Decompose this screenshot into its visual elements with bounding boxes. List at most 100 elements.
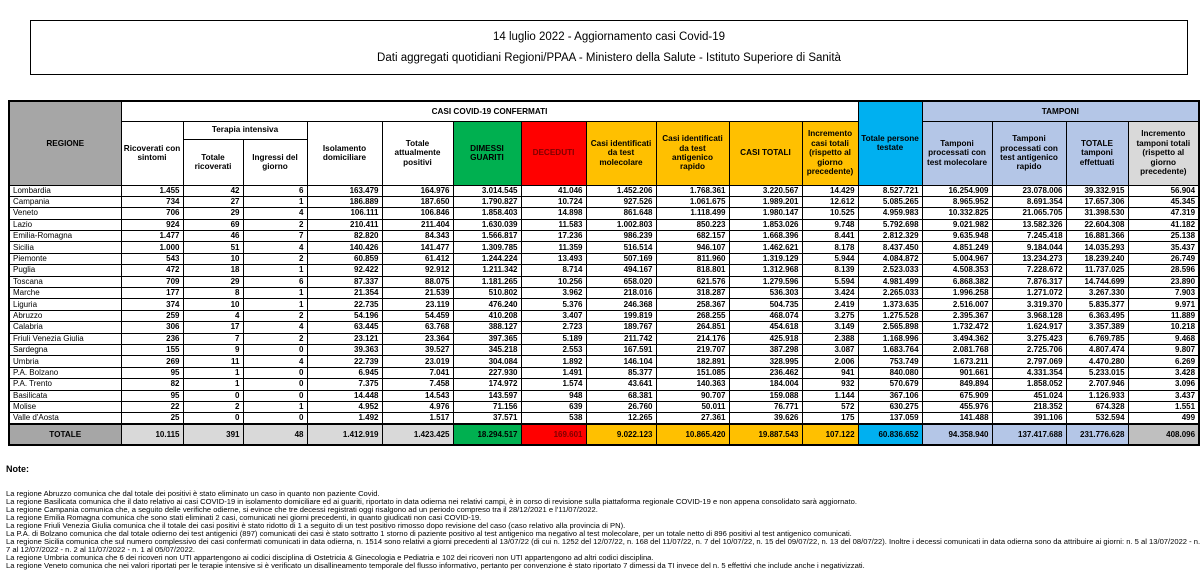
value-cell: 246.368 xyxy=(585,298,657,311)
value-cell: 199.819 xyxy=(585,309,657,323)
value-cell: 14.429 xyxy=(801,184,859,197)
value-cell: 3.096 xyxy=(1127,378,1200,391)
value-cell: 510.802 xyxy=(452,286,522,300)
region-name: Umbria xyxy=(8,355,122,368)
value-cell: 3.087 xyxy=(801,343,859,357)
value-cell: 90.707 xyxy=(655,389,730,402)
value-cell: 87.337 xyxy=(306,275,383,289)
value-cell: 8.441 xyxy=(801,230,859,243)
totals-value-cell: 137.417.688 xyxy=(991,423,1067,446)
col-header-dimessi-guariti: DIMESSI GUARITI xyxy=(452,120,522,186)
value-cell: 2.707.946 xyxy=(1065,378,1129,391)
value-cell: 3.407 xyxy=(520,309,587,323)
value-cell: 504.735 xyxy=(728,298,803,311)
value-cell: 1.455 xyxy=(120,184,184,197)
value-cell: 1.492 xyxy=(306,412,383,425)
totals-label: TOTALE xyxy=(8,423,122,446)
value-cell: 454.618 xyxy=(728,321,803,334)
value-cell: 811.960 xyxy=(655,252,730,266)
value-cell: 177 xyxy=(120,286,184,300)
value-cell: 4.807.474 xyxy=(1065,343,1129,357)
value-cell: 1 xyxy=(182,366,244,380)
value-cell: 6.769.785 xyxy=(1065,332,1129,345)
note-line: La regione Umbria comunica che 6 dei ric… xyxy=(6,553,654,563)
region-name: Lombardia xyxy=(8,184,122,197)
value-cell: 538 xyxy=(520,412,587,425)
value-cell: 35.437 xyxy=(1127,241,1200,254)
value-cell: 472 xyxy=(120,264,184,277)
value-cell: 328.995 xyxy=(728,355,803,368)
value-cell: 8.965.952 xyxy=(921,195,993,209)
col-header-deceduti: DECEDUTI xyxy=(520,120,587,186)
value-cell: 18 xyxy=(182,264,244,277)
value-cell: 269 xyxy=(120,355,184,368)
value-cell: 29 xyxy=(182,207,244,220)
value-cell: 7.041 xyxy=(381,366,454,380)
value-cell: 391.106 xyxy=(991,412,1067,425)
value-cell: 8.527.721 xyxy=(857,184,923,197)
value-cell: 3.267.330 xyxy=(1065,286,1129,300)
value-cell: 499 xyxy=(1127,412,1200,425)
value-cell: 140.426 xyxy=(306,241,383,254)
value-cell: 2.523.033 xyxy=(857,264,923,277)
value-cell: 536.303 xyxy=(728,286,803,300)
value-cell: 1.668.396 xyxy=(728,230,803,243)
value-cell: 1.491 xyxy=(520,366,587,380)
value-cell: 1.373.635 xyxy=(857,298,923,311)
value-cell: 2.265.033 xyxy=(857,286,923,300)
value-cell: 27.361 xyxy=(655,412,730,425)
value-cell: 18.239.240 xyxy=(1065,252,1129,266)
value-cell: 151.085 xyxy=(655,366,730,380)
value-cell: 184.004 xyxy=(728,378,803,391)
totals-value-cell: 1.412.919 xyxy=(306,423,383,446)
value-cell: 840.080 xyxy=(857,366,923,380)
note-line: La regione Abruzzo comunica che dal tota… xyxy=(6,489,380,498)
value-cell: 14.744.699 xyxy=(1065,275,1129,289)
value-cell: 5.792.698 xyxy=(857,218,923,232)
region-name: Sicilia xyxy=(8,241,122,254)
value-cell: 6 xyxy=(242,275,308,289)
value-cell: 2 xyxy=(242,252,308,266)
value-cell: 22.739 xyxy=(306,355,383,368)
value-cell: 14.035.293 xyxy=(1065,241,1129,254)
value-cell: 82 xyxy=(120,378,184,391)
value-cell: 143.597 xyxy=(452,389,522,402)
value-cell: 146.104 xyxy=(585,355,657,368)
value-cell: 1.181.265 xyxy=(452,275,522,289)
totals-value-cell: 391 xyxy=(182,423,244,446)
value-cell: 986.239 xyxy=(585,230,657,243)
value-cell: 630.275 xyxy=(857,400,923,414)
table-header: REGIONE CASI COVID-19 CONFERMATI Totale … xyxy=(8,100,1200,186)
value-cell: 12.612 xyxy=(801,195,859,209)
note-line: La regione Basilicata comunica che il da… xyxy=(6,497,857,507)
table-row: P.A. Bolzano 95 1 0 6.945 7.041 227.930 1.491 85… xyxy=(8,366,1200,380)
value-cell: 1 xyxy=(242,298,308,311)
value-cell: 95 xyxy=(120,389,184,402)
value-cell: 268.255 xyxy=(655,309,730,323)
note-line: La regione Sicilia comunica che sul nume… xyxy=(6,537,1201,555)
value-cell: 10 xyxy=(182,252,244,266)
notes-section: Note: La regione Abruzzo comunica che da… xyxy=(6,464,1202,570)
value-cell: 54.459 xyxy=(381,309,454,323)
value-cell: 1.980.147 xyxy=(728,207,803,220)
group-header-casi-confermati: CASI COVID-19 CONFERMATI xyxy=(120,100,859,122)
value-cell: 849.894 xyxy=(921,378,993,391)
value-cell: 1.996.258 xyxy=(921,286,993,300)
totals-value-cell: 408.096 xyxy=(1127,423,1200,446)
col-header-ricoverati: Ricoverati con sintomi xyxy=(120,120,184,186)
value-cell: 71.156 xyxy=(452,400,522,414)
value-cell: 2 xyxy=(182,400,244,414)
totals-row: TOTALE 10.115 391 48 1.412.919 1.423.425 18.29… xyxy=(8,423,1200,446)
col-header-isolamento: Isolamento domiciliare xyxy=(306,120,383,186)
value-cell: 210.411 xyxy=(306,218,383,232)
totals-value-cell: 19.887.543 xyxy=(728,423,803,446)
table-row: Campania 734 27 1 186.889 187.650 1.790.827 10.… xyxy=(8,195,1200,209)
value-cell: 1.452.206 xyxy=(585,184,657,197)
value-cell: 4.331.354 xyxy=(991,366,1067,380)
value-cell: 1.790.827 xyxy=(452,195,522,209)
value-cell: 532.594 xyxy=(1065,412,1129,425)
region-name: Campania xyxy=(8,195,122,209)
value-cell: 1.462.621 xyxy=(728,241,803,254)
totals-value-cell: 94.358.940 xyxy=(921,423,993,446)
value-cell: 47.319 xyxy=(1127,207,1200,220)
